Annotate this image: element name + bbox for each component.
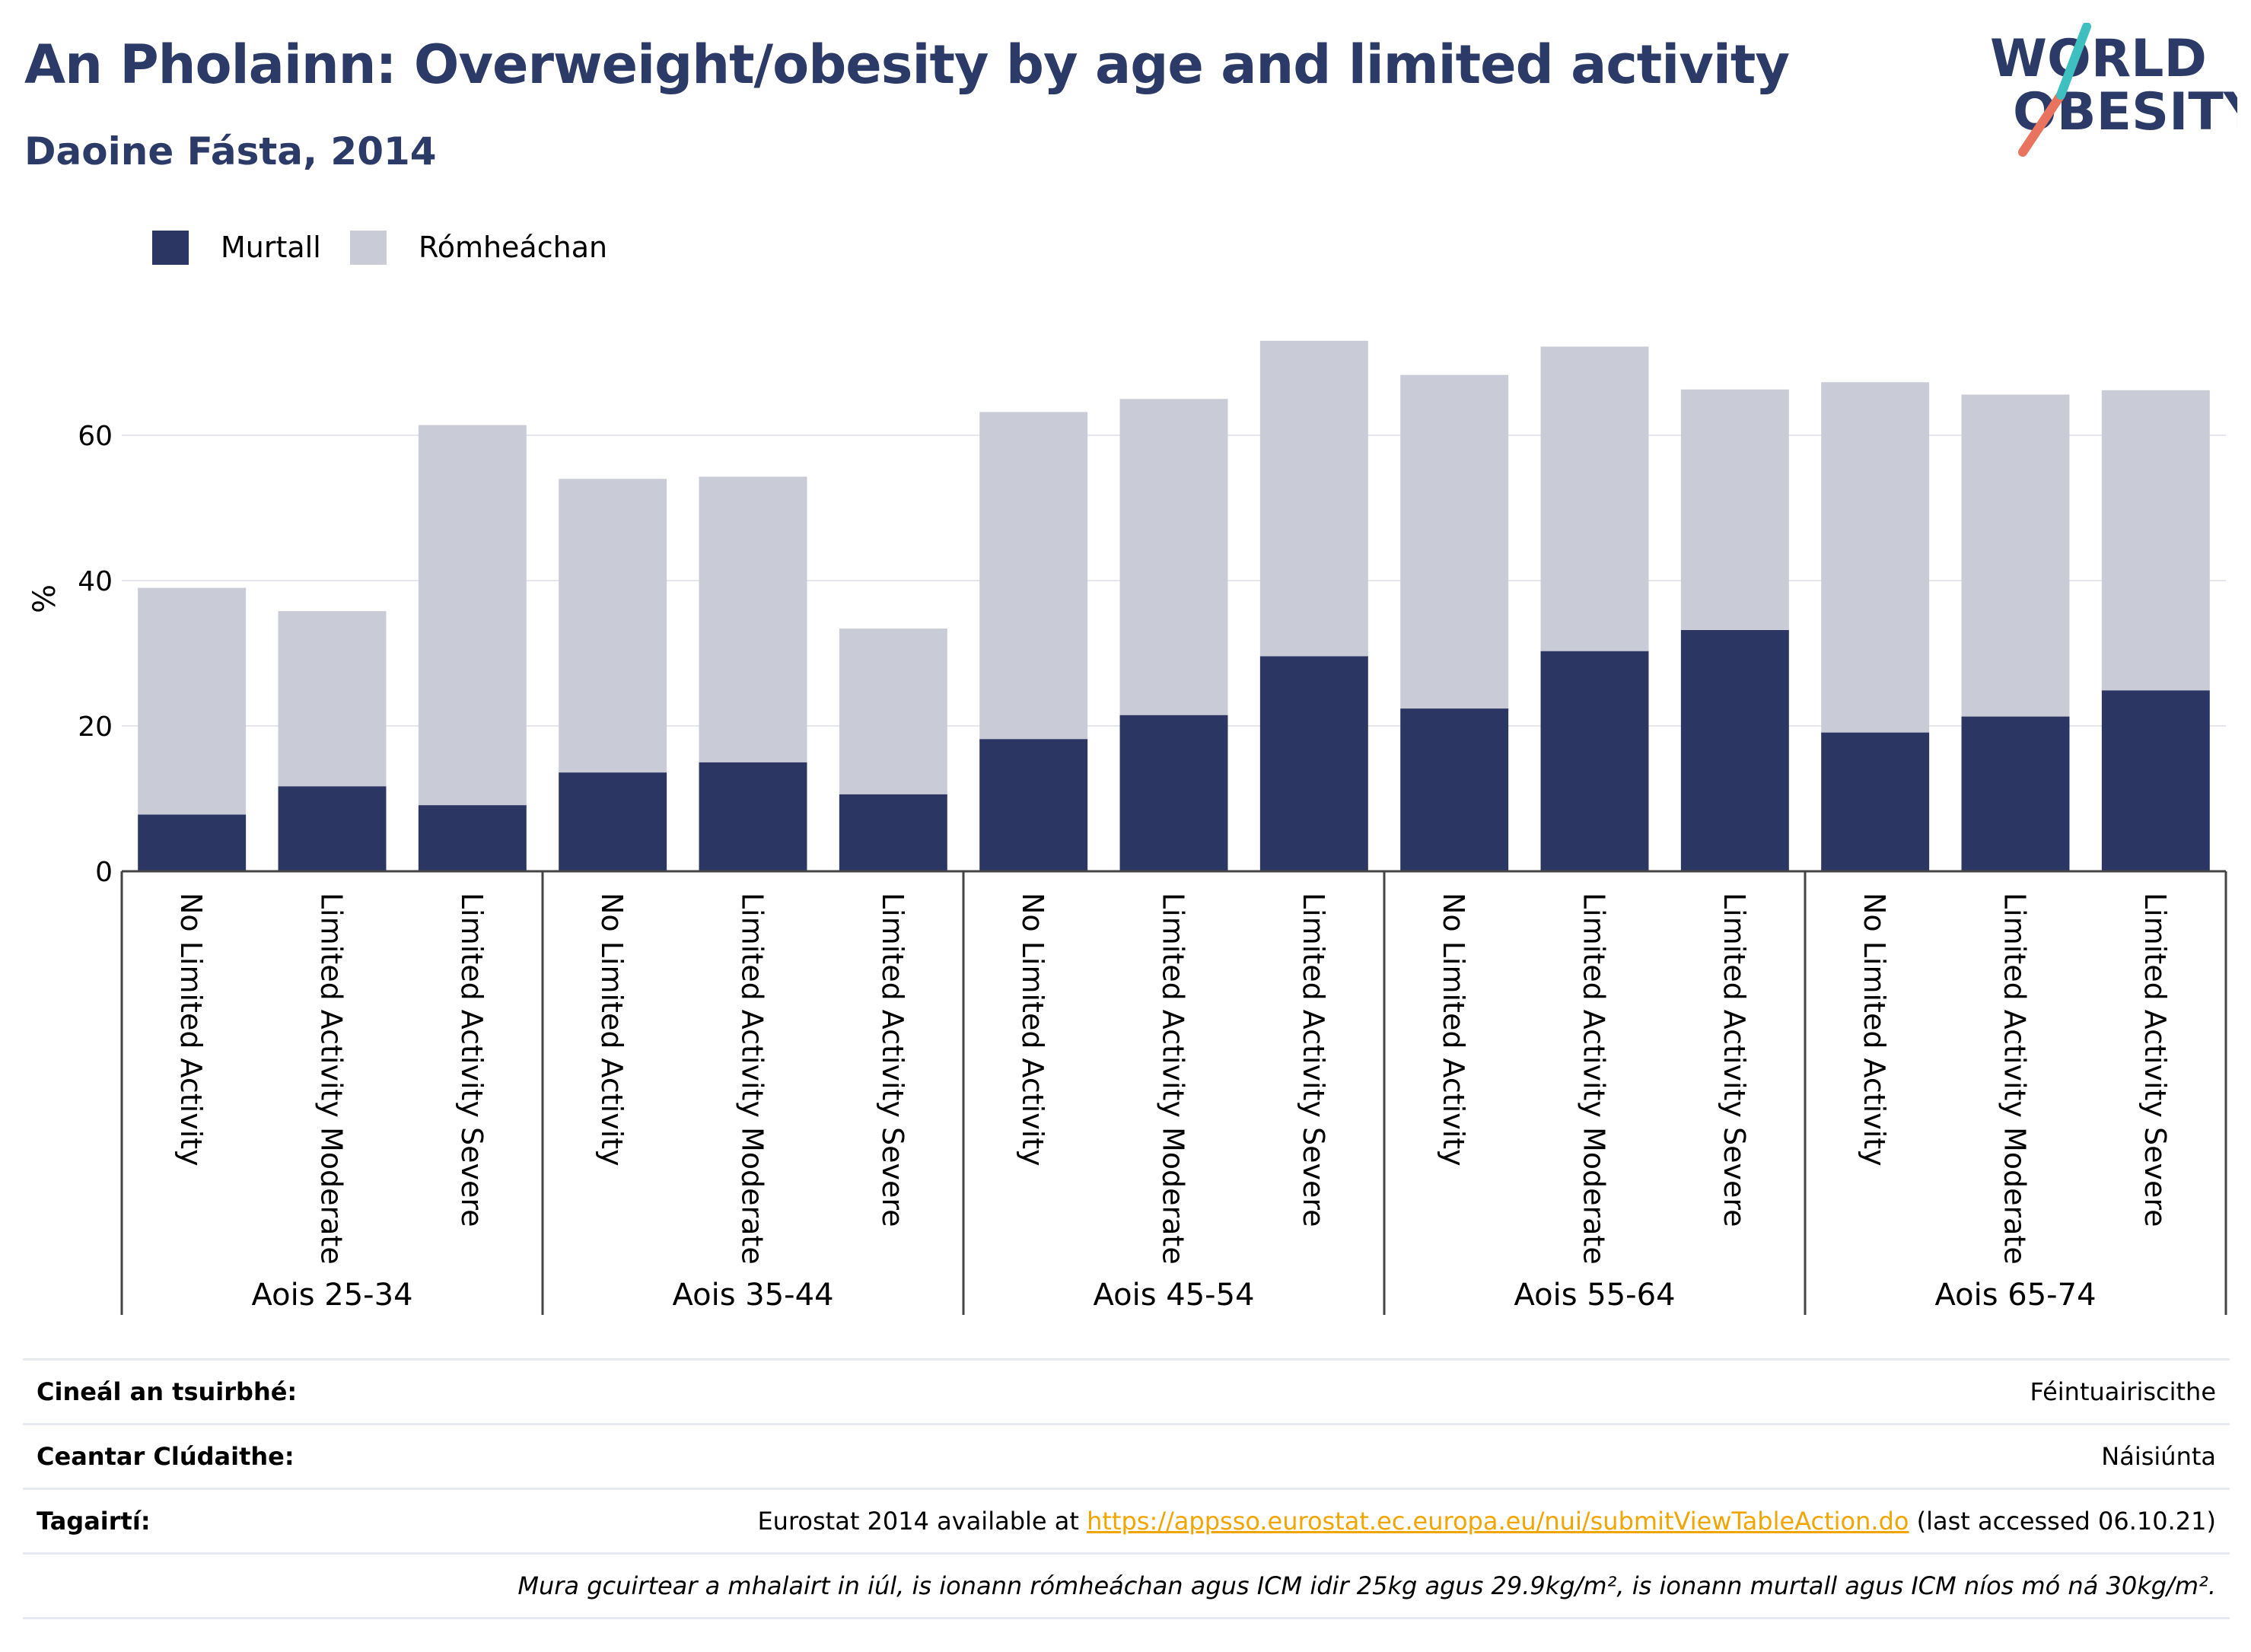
bar-obese <box>699 762 807 871</box>
x-tick-label: No Limited Activity <box>1016 893 1049 1167</box>
bar-obese <box>1680 629 1789 871</box>
bar-overweight <box>418 425 527 806</box>
bar-obese <box>2101 690 2210 871</box>
bar-overweight <box>1119 399 1228 715</box>
bar-overweight <box>138 587 247 815</box>
legend-label-overweight: Rómheáchan <box>419 231 608 264</box>
bar-obese <box>839 794 947 871</box>
definition-note: Mura gcuirtear a mhalairt in iúl, is ion… <box>517 1571 2216 1600</box>
group-label: Aois 35-44 <box>672 1278 833 1313</box>
bar-overweight <box>1961 394 2070 717</box>
x-tick-label: Limited Activity Moderate <box>1578 893 1611 1265</box>
x-tick-label: No Limited Activity <box>595 893 629 1167</box>
bar-obese <box>278 786 387 871</box>
x-tick-label: Limited Activity Moderate <box>1157 893 1190 1265</box>
x-tick-label: Limited Activity Severe <box>455 893 489 1227</box>
group-label: Aois 45-54 <box>1093 1278 1254 1313</box>
bar-obese <box>138 814 247 871</box>
reference-link[interactable]: https://appsso.eurostat.ec.europa.eu/nui… <box>1087 1507 1909 1536</box>
area-covered-label: Ceantar Clúdaithe: <box>37 1442 295 1471</box>
reference-suffix: (last accessed 06.10.21) <box>1909 1507 2216 1536</box>
bar-overweight <box>559 479 667 773</box>
bar-obese <box>1961 716 2070 871</box>
legend-label-obese: Murtall <box>221 231 321 264</box>
group-label: Aois 65-74 <box>1934 1278 2096 1313</box>
x-tick-label: No Limited Activity <box>174 893 208 1167</box>
note-row: Mura gcuirtear a mhalairt in iúl, is ion… <box>23 1552 2230 1619</box>
x-tick-label: Limited Activity Severe <box>1297 893 1330 1227</box>
bar-overweight <box>699 476 807 762</box>
x-tick-label: Limited Activity Severe <box>876 893 909 1227</box>
x-tick-label: Limited Activity Moderate <box>736 893 769 1265</box>
bar-obese <box>979 739 1088 871</box>
survey-type-label: Cineál an tsuirbhé: <box>37 1377 298 1406</box>
x-tick-label: Limited Activity Severe <box>1718 893 1751 1227</box>
group-label: Aois 25-34 <box>251 1278 412 1313</box>
y-tick-label: 40 <box>78 566 113 597</box>
world-obesity-logo: WORLD OBESITY <box>1979 22 2251 160</box>
legend-swatch-obese <box>152 230 189 265</box>
bar-obese <box>1821 732 1930 871</box>
y-tick-label: 20 <box>78 711 113 743</box>
survey-type-row: Cineál an tsuirbhé: Féintuairiscithe <box>23 1358 2230 1423</box>
bar-overweight <box>1400 374 1509 709</box>
x-tick-label: Limited Activity Severe <box>2138 893 2172 1227</box>
bar-overweight <box>979 412 1088 740</box>
area-covered-row: Ceantar Clúdaithe: Náisiúnta <box>23 1423 2230 1488</box>
y-tick-label: 60 <box>78 421 113 452</box>
references-label: Tagairtí: <box>37 1507 151 1536</box>
legend-item-obese[interactable]: Murtall <box>152 228 321 266</box>
bar-overweight <box>1680 389 1789 630</box>
legend-swatch-overweight <box>350 230 387 265</box>
bar-obese <box>1119 715 1228 871</box>
metadata-table: Cineál an tsuirbhé: Féintuairiscithe Cea… <box>23 1358 2230 1619</box>
bar-obese <box>1259 656 1368 871</box>
x-tick-label: Limited Activity Moderate <box>315 893 349 1265</box>
bar-overweight <box>1540 346 1649 651</box>
chart-title: An Pholainn: Overweight/obesity by age a… <box>24 33 1790 96</box>
references-row: Tagairtí: Eurostat 2014 available at htt… <box>23 1488 2230 1552</box>
bar-overweight <box>839 629 947 794</box>
references-value: Eurostat 2014 available at https://appss… <box>757 1507 2216 1536</box>
y-tick-label: 0 <box>95 857 113 888</box>
bar-obese <box>559 772 667 871</box>
x-tick-label: No Limited Activity <box>1858 893 1891 1167</box>
chart-subtitle: Daoine Fásta, 2014 <box>24 129 437 173</box>
area-covered-value: Náisiúnta <box>2101 1442 2216 1471</box>
survey-type-value: Féintuairiscithe <box>2030 1377 2216 1406</box>
y-axis-label: % <box>27 584 62 613</box>
legend-item-overweight[interactable]: Rómheáchan <box>350 228 607 266</box>
bar-overweight <box>2101 390 2210 691</box>
reference-prefix: Eurostat 2014 available at <box>757 1507 1087 1536</box>
group-label: Aois 55-64 <box>1514 1278 1675 1313</box>
x-tick-label: No Limited Activity <box>1437 893 1470 1167</box>
bar-obese <box>1400 708 1509 871</box>
bar-obese <box>1540 651 1649 871</box>
bar-overweight <box>278 611 387 787</box>
bar-overweight <box>1259 340 1368 657</box>
logo-line-1: WORLD <box>1990 29 2207 89</box>
bar-overweight <box>1821 382 1930 733</box>
bar-chart: 0 20 40 60% No Limited Activity Limited Activ… <box>27 340 2227 1315</box>
x-tick-label: Limited Activity Moderate <box>1998 893 2032 1265</box>
bar-obese <box>418 805 527 871</box>
